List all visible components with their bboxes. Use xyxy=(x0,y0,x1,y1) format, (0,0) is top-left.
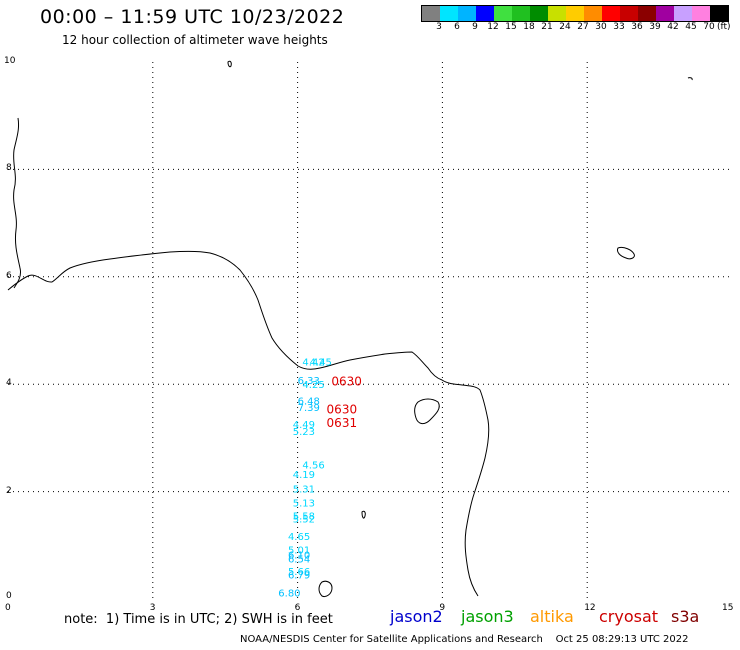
colorbar-swatch xyxy=(656,6,674,21)
wave-height-label: 6.79 xyxy=(288,571,310,582)
island-small xyxy=(318,580,333,597)
coastline-west xyxy=(13,117,21,289)
x-tick-label: 9 xyxy=(439,603,446,613)
y-tick-label: 10 xyxy=(4,56,16,66)
colorbar-swatch xyxy=(512,6,530,21)
x-tick-label: 0 xyxy=(5,603,11,613)
colorbar-tick-label: 36 xyxy=(631,22,643,32)
island-far-east xyxy=(687,77,693,81)
credit-text: NOAA/NESDIS Center for Satellite Applica… xyxy=(240,634,689,645)
satellite-legend-s3a: s3a xyxy=(671,607,700,626)
colorbar-unit: (ft) xyxy=(717,22,731,32)
x-tick-label: 15 xyxy=(722,603,734,613)
colorbar-swatch xyxy=(422,6,440,21)
colorbar-tick-label: 45 xyxy=(685,22,697,32)
island xyxy=(414,398,440,425)
y-tick-label: 8 xyxy=(6,163,12,174)
colorbar-swatch xyxy=(674,6,692,21)
island-north xyxy=(227,60,232,68)
wave-height-label: 6.10 xyxy=(288,551,310,562)
pass-time-label: 0631 xyxy=(327,416,358,430)
wave-height-label: 6.54 xyxy=(288,554,310,565)
note-text: note: 1) Time is in UTC; 2) SWH is in fe… xyxy=(64,612,333,627)
x-tick-label: 6 xyxy=(294,603,301,613)
island-east xyxy=(617,247,635,260)
map-title: 00:00 – 11:59 UTC 10/23/2022 xyxy=(40,6,345,28)
colorbar-swatch xyxy=(548,6,566,21)
wave-height-label: 4.19 xyxy=(293,470,315,481)
wave-height-label: 6.33 xyxy=(298,376,320,387)
colorbar-tick-label: 24 xyxy=(559,22,571,32)
x-tick-label: 12 xyxy=(584,603,596,613)
wave-height-label: 5.31 xyxy=(293,485,315,496)
map-subtitle: 12 hour collection of altimeter wave hei… xyxy=(62,33,328,47)
wave-height-label: 4.49 xyxy=(293,420,315,431)
colorbar-swatch xyxy=(584,6,602,21)
colorbar-tick-label: 42 xyxy=(667,22,679,32)
y-tick-label: 2 xyxy=(6,485,12,496)
y-tick-label: 0 xyxy=(6,591,12,601)
island-bay xyxy=(361,510,366,519)
colorbar-swatch xyxy=(710,6,728,21)
colorbar-tick-label: 33 xyxy=(613,22,625,32)
colorbar-tick-label: 9 xyxy=(472,22,478,32)
satellite-legend-jason3: jason3 xyxy=(461,607,514,626)
colorbar-tick-label: 39 xyxy=(649,22,661,32)
colorbar xyxy=(421,5,729,22)
colorbar-tick-label: 30 xyxy=(595,22,607,32)
wave-height-label: 5.52 xyxy=(293,515,315,526)
colorbar-tick-label: 12 xyxy=(487,22,499,32)
wave-height-label: 4.56 xyxy=(302,461,324,472)
colorbar-tick-label: 27 xyxy=(577,22,589,32)
colorbar-swatch xyxy=(494,6,512,21)
colorbar-tick-label: 70 xyxy=(703,22,715,32)
colorbar-tick-label: 6 xyxy=(454,22,460,32)
wave-height-label: 5.66 xyxy=(288,567,310,578)
wave-height-label: 4.45 xyxy=(310,357,332,368)
wave-height-label: 6.48 xyxy=(298,397,320,408)
wave-height-label: 5.01 xyxy=(288,545,310,556)
wave-height-label: 4.25 xyxy=(302,380,324,391)
colorbar-swatch xyxy=(620,6,638,21)
colorbar-swatch xyxy=(566,6,584,21)
colorbar-swatch xyxy=(602,6,620,21)
colorbar-swatch xyxy=(530,6,548,21)
wave-height-label: 7.39 xyxy=(298,403,320,414)
wave-height-label: 5.58 xyxy=(293,512,315,523)
wave-height-label: 5.23 xyxy=(293,427,315,438)
colorbar-swatch xyxy=(476,6,494,21)
wave-height-label: 4.42 xyxy=(302,357,324,368)
y-tick-label: 4 xyxy=(6,378,12,389)
colorbar-tick-label: 15 xyxy=(505,22,517,32)
coastline xyxy=(7,250,490,597)
wave-height-label: 4.65 xyxy=(288,532,310,543)
satellite-legend-jason2: jason2 xyxy=(390,607,443,626)
pass-time-label: 0630 xyxy=(331,374,362,388)
grid-lines xyxy=(8,62,732,599)
colorbar-swatch xyxy=(440,6,458,21)
colorbar-tick-label: 21 xyxy=(541,22,553,32)
colorbar-swatch xyxy=(458,6,476,21)
colorbar-swatch xyxy=(638,6,656,21)
colorbar-tick-label: 18 xyxy=(523,22,535,32)
wave-height-labels: 4.424.45 6.334.25 6.487.39 4.495.23 4.564.19… xyxy=(278,357,332,599)
y-tick-label: 6 xyxy=(6,270,12,281)
x-tick-label: 3 xyxy=(149,603,156,613)
colorbar-tick-label: 3 xyxy=(436,22,442,32)
satellite-legend-altika: altika xyxy=(530,607,574,626)
pass-time-label: 0630 xyxy=(327,403,358,417)
wave-height-label: 5.13 xyxy=(293,499,315,510)
satellite-legend-cryosat: cryosat xyxy=(599,607,659,626)
colorbar-swatch xyxy=(692,6,710,21)
colorbar-labels: 3 6 9 12 15 18 21 24 27 30 33 36 39 42 45 70 xyxy=(421,22,740,34)
wave-height-label: 6.80 xyxy=(278,588,300,599)
